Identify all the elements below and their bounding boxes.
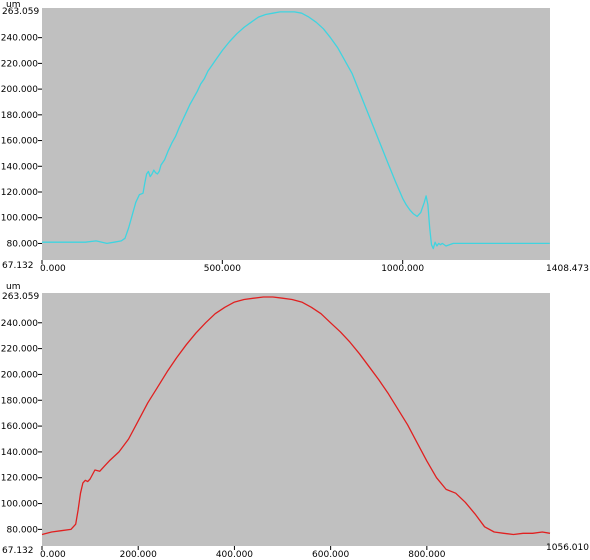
y-tick-label: 80.000: [7, 239, 39, 249]
y-tick-label: 220.000: [1, 59, 38, 69]
y-max-label: 263.059: [2, 292, 39, 302]
y-max-label: 263.059: [2, 7, 39, 17]
y-tick-label: 80.000: [7, 525, 39, 535]
y-tick-label: 200.000: [1, 370, 38, 380]
x-tick-label: 500.000: [204, 264, 241, 274]
plot-area: [42, 293, 550, 546]
profile-line: [41, 296, 551, 536]
y-tick-label: 160.000: [1, 137, 38, 147]
y-tick-label: 100.000: [1, 500, 38, 510]
profile-line: [42, 11, 550, 250]
y-tick-label: 200.000: [1, 85, 38, 95]
x-tick-label: 0.000: [40, 264, 66, 274]
y-tick-label: 180.000: [1, 111, 38, 121]
y-tick-label: 120.000: [1, 474, 38, 484]
unit-label: um: [6, 0, 20, 10]
y-tick-label: 240.000: [1, 319, 38, 329]
x-max-label: 1408.473: [546, 264, 589, 274]
x-max-label: 1056.010: [546, 543, 589, 553]
y-tick-label: 100.000: [1, 214, 38, 224]
y-tick-label: 120.000: [1, 188, 38, 198]
y-tick-label: 180.000: [1, 396, 38, 406]
y-tick-label: 220.000: [1, 345, 38, 355]
y-tick-label: 160.000: [1, 422, 38, 432]
y-min-label: 67.132: [2, 546, 34, 556]
x-tick-label: 800.000: [408, 550, 445, 560]
x-tick-label: 0.000: [40, 550, 66, 560]
x-tick-label: 400.000: [216, 550, 253, 560]
y-tick-label: 140.000: [1, 448, 38, 458]
plot-area: [42, 8, 550, 260]
y-tick-label: 140.000: [1, 162, 38, 172]
x-tick-label: 600.000: [312, 550, 349, 560]
x-tick-label: 200.000: [120, 550, 157, 560]
y-tick-label: 240.000: [1, 34, 38, 44]
unit-label: um: [6, 282, 20, 292]
y-min-label: 67.132: [2, 261, 34, 271]
x-tick-label: 1000.000: [381, 264, 424, 274]
